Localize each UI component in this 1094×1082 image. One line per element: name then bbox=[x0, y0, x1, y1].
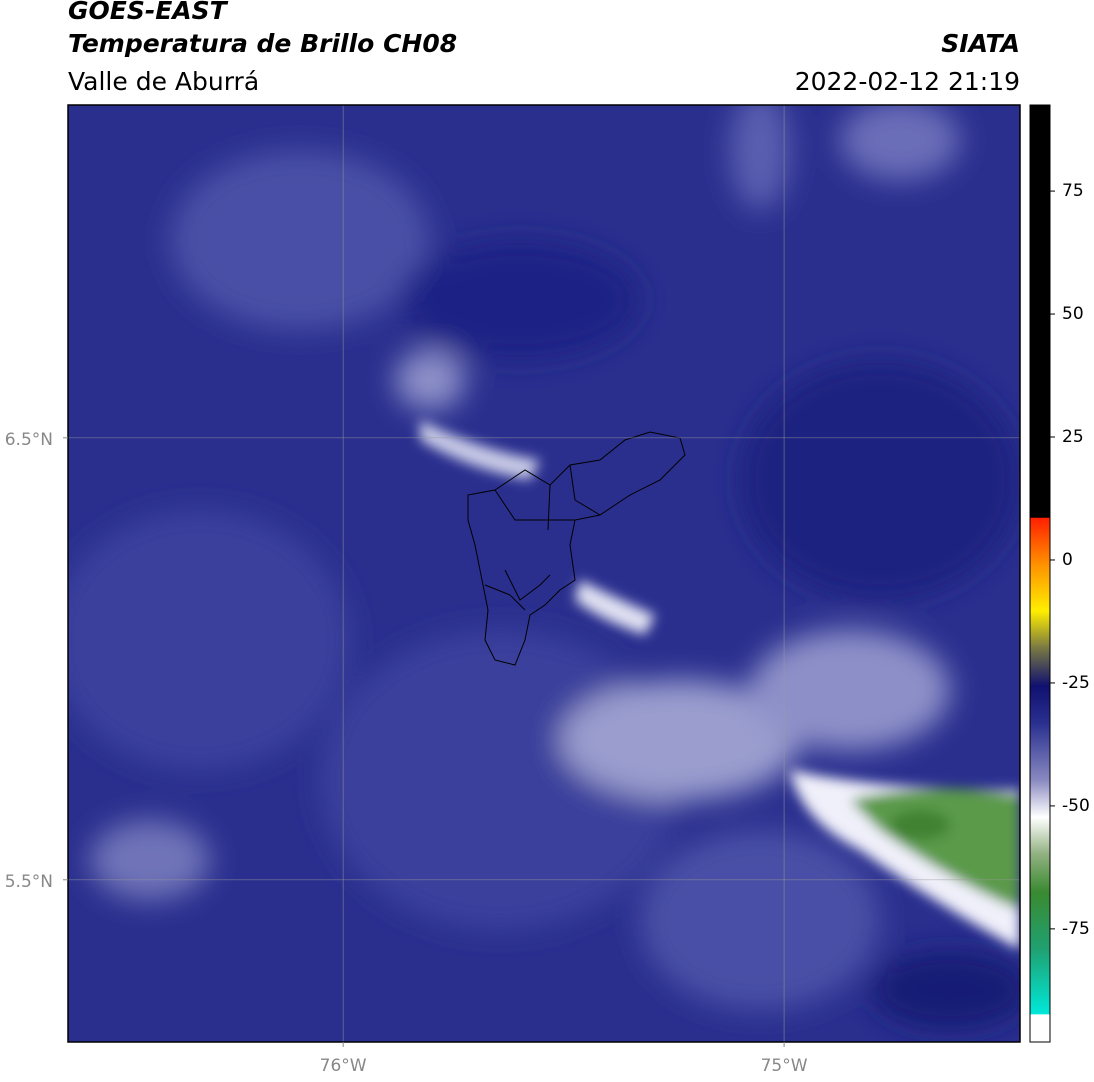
colorbar-tick-label: -25 bbox=[1062, 673, 1090, 693]
datetime: 2022-02-12 21:19 bbox=[795, 67, 1020, 96]
title: GOES-EAST bbox=[68, 0, 229, 25]
colorbar-tick-label: -50 bbox=[1062, 796, 1090, 816]
map-frame bbox=[67, 104, 1021, 1043]
y-tick-label: 6.5°N bbox=[5, 430, 53, 450]
x-tick-label: 75°W bbox=[761, 1056, 808, 1076]
x-tick-label: 76°W bbox=[320, 1056, 367, 1076]
colorbar-tick-label: 25 bbox=[1062, 427, 1084, 447]
colorbar-tick-label: 50 bbox=[1062, 304, 1084, 324]
source: SIATA bbox=[941, 29, 1020, 58]
basin-outline bbox=[467, 431, 686, 666]
location: Valle de Aburrá bbox=[68, 67, 259, 96]
y-tick-label: 5.5°N bbox=[5, 872, 53, 892]
graticule bbox=[68, 105, 1020, 1042]
subtitle: Temperatura de Brillo CH08 bbox=[68, 29, 457, 58]
colorbar bbox=[1029, 104, 1051, 1043]
colorbar-tick-label: 75 bbox=[1062, 181, 1084, 201]
satellite-image bbox=[68, 105, 1020, 1042]
colorbar-tick-label: 0 bbox=[1062, 550, 1073, 570]
colorbar-tick-label: -75 bbox=[1062, 919, 1090, 939]
